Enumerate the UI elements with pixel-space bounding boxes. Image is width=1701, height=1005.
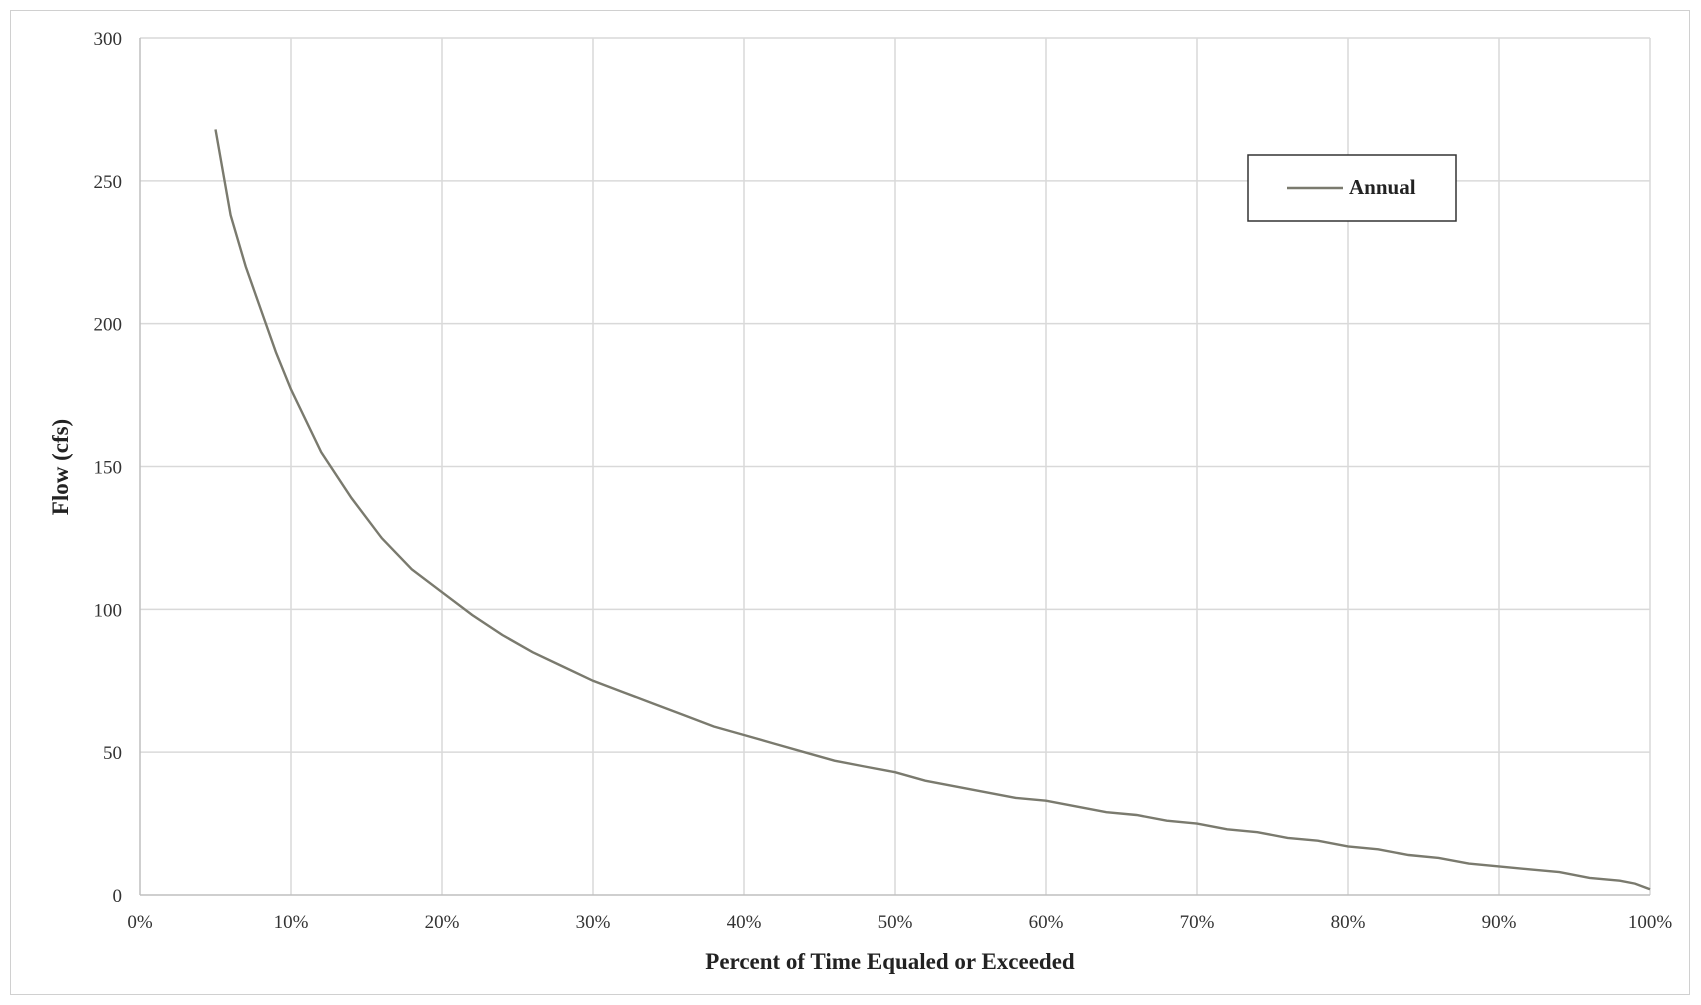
y-tick-label: 100 [94, 600, 123, 621]
x-tick-label: 100% [1628, 912, 1673, 933]
series-line-annual [214, 129, 1651, 891]
axes [139, 38, 1650, 896]
x-tick-label: 30% [576, 912, 611, 933]
legend-label-annual: Annual [1349, 175, 1416, 199]
x-tick-label: 20% [425, 912, 460, 933]
x-tick-label: 50% [878, 912, 913, 933]
x-tick-labels: 0% 10% 20% 30% 40% 50% 60% 70% 80% 90% 100% [127, 912, 1672, 933]
x-tick-label: 90% [1482, 912, 1517, 933]
y-tick-label: 150 [94, 458, 123, 479]
x-axis-title: Percent of Time Equaled or Exceeded [705, 949, 1075, 974]
x-tick-label: 10% [274, 912, 309, 933]
y-tick-labels: 0 50 100 150 200 250 300 [94, 29, 123, 907]
legend: Annual [1247, 154, 1457, 222]
x-tick-label: 70% [1180, 912, 1215, 933]
x-tick-label: 40% [727, 912, 762, 933]
y-tick-label: 50 [103, 743, 122, 764]
x-tick-label: 60% [1029, 912, 1064, 933]
y-tick-label: 250 [94, 172, 123, 193]
y-axis-title: Flow (cfs) [48, 419, 73, 515]
series [214, 129, 1651, 891]
x-tick-label: 0% [127, 912, 153, 933]
y-tick-label: 200 [94, 315, 123, 336]
legend-box [1247, 154, 1457, 222]
x-tick-label: 80% [1331, 912, 1366, 933]
y-tick-label: 0 [113, 886, 123, 907]
y-tick-label: 300 [94, 29, 123, 50]
